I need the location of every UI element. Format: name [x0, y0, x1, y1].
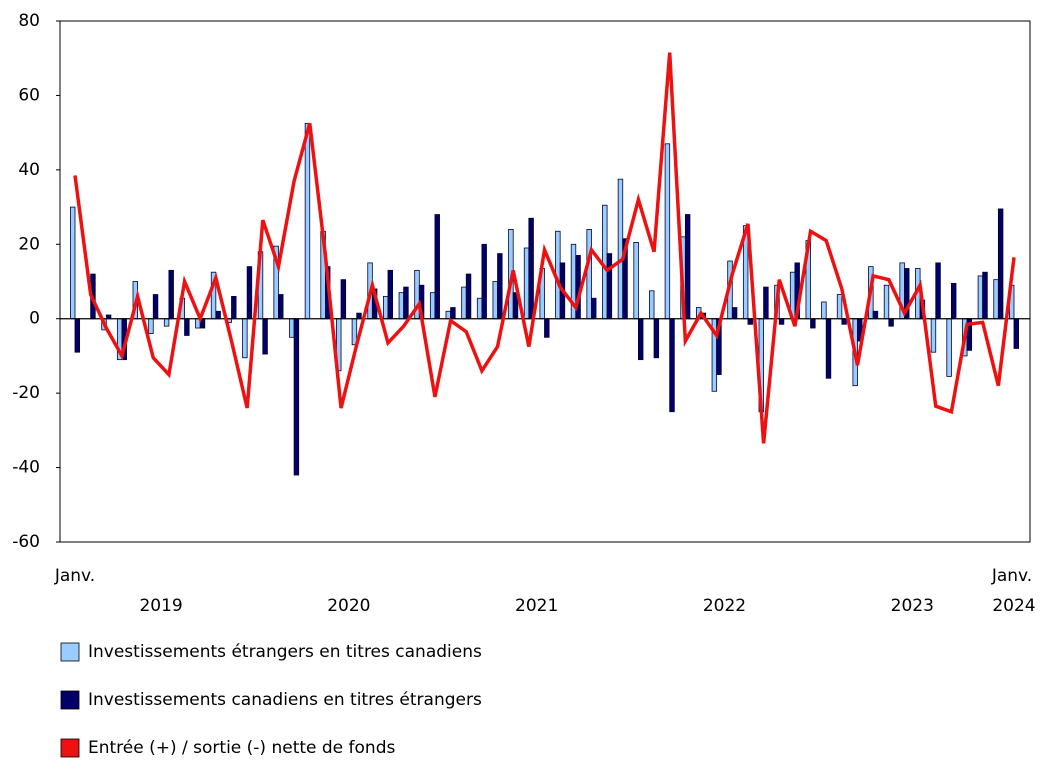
bar	[997, 208, 1004, 320]
bar	[602, 204, 608, 320]
bar	[993, 279, 999, 320]
bar	[951, 282, 957, 320]
bar	[586, 228, 592, 320]
bar	[465, 273, 472, 320]
y-tick-label: 20	[18, 234, 40, 254]
bar	[763, 286, 769, 320]
bar	[747, 318, 753, 325]
bar	[293, 318, 300, 476]
bar	[492, 281, 498, 320]
bar	[684, 214, 691, 320]
legend-label: Entrée (+) / sortie (-) nette de fonds	[88, 738, 395, 758]
bar	[304, 122, 311, 320]
bar	[403, 286, 409, 320]
legend-swatch	[60, 690, 80, 710]
bar	[242, 318, 248, 359]
bar	[168, 269, 174, 320]
bar	[977, 275, 984, 320]
y-tick-label: -60	[12, 532, 40, 552]
bar	[930, 318, 937, 353]
bar	[638, 318, 644, 361]
bar	[883, 284, 890, 320]
bar	[481, 243, 487, 320]
y-tick-label: 80	[18, 11, 40, 31]
bar	[946, 318, 952, 377]
bar	[664, 143, 671, 320]
year-label: 2023	[891, 596, 934, 616]
bar	[606, 253, 613, 320]
bar	[148, 318, 154, 335]
legend-swatch	[60, 738, 80, 758]
year-label: 2024	[992, 596, 1035, 616]
bar	[888, 318, 894, 327]
bar	[356, 312, 362, 320]
bar	[70, 206, 76, 320]
year-label: 2020	[327, 596, 370, 616]
bar	[731, 307, 738, 320]
bar	[278, 294, 284, 320]
y-tick-label: 0	[29, 309, 40, 329]
bar	[184, 318, 190, 336]
bar	[398, 292, 405, 320]
year-label: 2022	[703, 596, 746, 616]
bar	[231, 295, 237, 320]
x-tick-label: Janv.	[991, 566, 1032, 586]
bar	[340, 279, 347, 320]
bar	[872, 310, 879, 320]
bar	[262, 318, 268, 355]
bar	[382, 295, 389, 320]
bar	[74, 318, 80, 353]
bar	[653, 318, 660, 359]
bar	[591, 297, 597, 320]
bar	[1013, 318, 1019, 349]
y-tick-label: 40	[18, 160, 40, 180]
y-tick-label: -20	[12, 383, 40, 403]
bar	[841, 318, 847, 325]
bar	[982, 271, 988, 320]
legend-swatch	[60, 642, 80, 662]
line	[73, 52, 1016, 444]
y-tick-label: -40	[12, 458, 40, 478]
bar	[544, 318, 550, 338]
plot-area	[59, 20, 1031, 543]
year-label: 2019	[139, 596, 182, 616]
bar	[152, 294, 159, 320]
bar	[810, 318, 816, 329]
bar	[523, 247, 530, 320]
bar	[434, 214, 440, 320]
bar	[617, 178, 624, 320]
bar	[163, 318, 170, 327]
bar	[935, 262, 941, 320]
bar	[445, 310, 451, 320]
bar	[429, 292, 436, 320]
bar	[778, 318, 785, 325]
bar	[649, 290, 655, 320]
bar	[497, 253, 503, 320]
bar	[387, 269, 393, 320]
bar	[836, 294, 843, 320]
bar	[246, 266, 253, 320]
bar	[450, 307, 456, 320]
bar	[633, 242, 639, 320]
bar	[825, 318, 832, 379]
bar	[215, 310, 221, 320]
y-tick-label: 60	[18, 85, 40, 105]
bar	[821, 301, 827, 320]
x-tick-label: Janv.	[54, 566, 95, 586]
year-label: 2021	[515, 596, 558, 616]
bar	[528, 217, 534, 320]
bar	[289, 318, 295, 338]
bar	[461, 286, 467, 320]
bar	[476, 297, 483, 320]
legend-label: Investissements canadiens en titres étra…	[88, 690, 482, 710]
bar	[669, 318, 675, 413]
legend-label: Investissements étrangers en titres cana…	[88, 642, 482, 662]
